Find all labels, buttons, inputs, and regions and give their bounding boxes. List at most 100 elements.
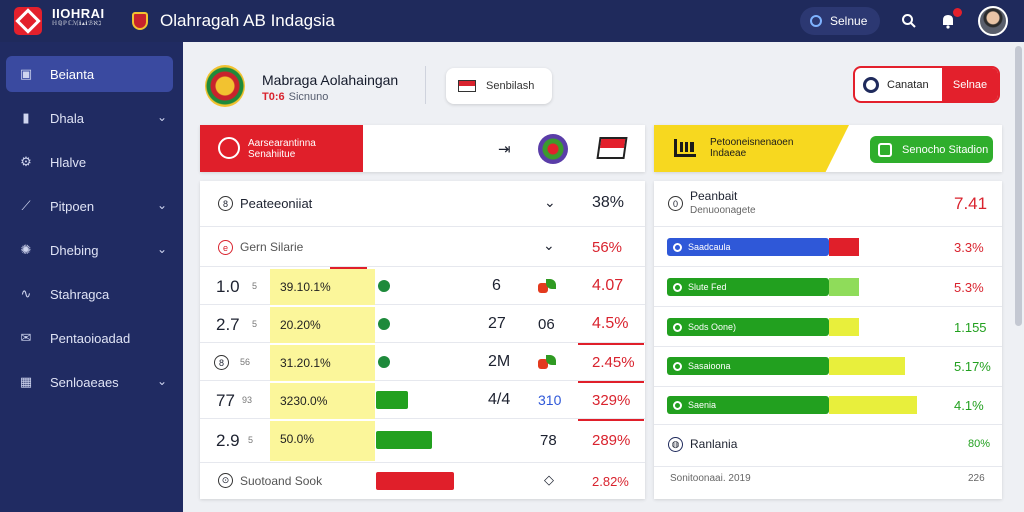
trend-icon [538, 279, 556, 293]
trend-icon [538, 355, 556, 369]
banner-left[interactable]: Aarsearantinna Senahiitue ⇥ [200, 125, 645, 172]
logo-icon[interactable] [14, 7, 42, 35]
selnae-button[interactable]: Selnae [942, 68, 998, 101]
row-sub: 56 [240, 357, 251, 367]
banner-right[interactable]: Petooneisnenaoen Indaeae [654, 125, 1002, 172]
progress-pill: Saadcaula [667, 238, 829, 256]
canatan-label: Canatan [887, 78, 929, 91]
sidebar-item-hlalve[interactable]: ⚙ Hlalve [6, 144, 173, 180]
sembilash-button[interactable]: Senbilash [446, 68, 552, 104]
table-title: Peanbait [690, 189, 738, 203]
progress-bar-red [376, 472, 454, 490]
row-value: 4.1% [954, 398, 984, 413]
row-sub: 93 [242, 395, 253, 405]
sidebar-item-label: Senloaeaes [50, 374, 119, 390]
sidebar-item-label: Pentaoioadad [50, 330, 131, 346]
club-subtitle: T0:6 Sicnuno [262, 91, 328, 103]
sembilash-label: Senbilash [486, 80, 535, 92]
ranking-row[interactable]: ◍ Ranlania 80% [654, 425, 1002, 467]
table-row[interactable]: Saenia 4.1% [654, 387, 1002, 425]
table-row[interactable]: Slute Fed 5.3% [654, 267, 1002, 307]
info-icon: 8 [218, 196, 233, 211]
sidebar-item-dhebing[interactable]: ✺ Dhebing ⌄ [6, 232, 173, 268]
row-score: 2.9 [216, 431, 240, 450]
notification-icon[interactable] [938, 11, 958, 31]
table-row[interactable]: 77 93 3230.0% 4/4 310 329% [200, 381, 645, 419]
chevron-down-icon[interactable]: ⌄ [544, 194, 556, 210]
team-logo-icon [538, 134, 568, 164]
search-label: Selnue [830, 14, 868, 28]
row-sub: 5 [248, 435, 254, 445]
chevron-down-icon: ⌄ [156, 374, 167, 388]
sidebar: ▣ Beianta ▮ Dhala ⌄ ⚙ Hlalve ⟋ Pitpoen ⌄… [0, 42, 183, 512]
scrollbar[interactable] [1015, 46, 1022, 326]
row-percent: 3230.0% [280, 394, 328, 408]
user-avatar[interactable] [978, 6, 1008, 36]
row-percent-box: 3230.0% [270, 383, 375, 419]
row-value: 329% [592, 392, 631, 409]
clock-icon: ⊙ [218, 473, 233, 488]
progress-bar [376, 431, 432, 449]
table-row[interactable]: Saadcaula 3.3% [654, 227, 1002, 267]
table-header-value: 7.41 [954, 194, 988, 213]
arrow-right-icon[interactable]: ⇥ [498, 141, 511, 158]
globe-icon: ◍ [668, 437, 683, 452]
row-percent: 50.0% [280, 432, 315, 446]
chevron-down-icon: ⌄ [156, 198, 167, 212]
canatan-button[interactable]: Canatan [855, 68, 942, 101]
table-subtitle: Denuoonagete [690, 205, 756, 216]
magnifier-icon[interactable] [899, 11, 919, 31]
footer-value: 2.82% [592, 474, 629, 489]
progress-pill: Sods Oone) [667, 318, 829, 336]
circle-icon [863, 76, 879, 93]
row-marker [578, 381, 644, 383]
table-row[interactable]: 1.0 5 39.10.1% 6 4.07 [200, 267, 645, 305]
flag-icon [596, 137, 628, 159]
status-dot-icon [378, 356, 390, 368]
pill-label: Sods Oone) [688, 322, 737, 332]
sidebar-item-beianta[interactable]: ▣ Beianta [6, 56, 173, 92]
club-subtitle-text: Sicnuno [288, 91, 329, 103]
stadium-button[interactable]: Senocho Sitadion [870, 136, 993, 163]
table-row[interactable]: 2.9 5 50.0% 78 289% [200, 419, 645, 463]
dot-icon [673, 322, 682, 332]
table-row[interactable]: Sods Oone) 1.155 [654, 307, 1002, 347]
stats-table-left: 8 Peateeoniiat ⌄ 38% e Gern Silarie ⌄ 56… [200, 181, 645, 499]
stats-table-right: 0 Peanbait Denuoonagete 7.41 Saadcaula 3… [654, 181, 1002, 499]
banner-left-line1: Aarsearantinna [248, 138, 316, 149]
banner-left-line2: Senahiitue [248, 149, 296, 160]
book-icon: ▮ [22, 110, 30, 125]
progress-pill: Saenia [667, 396, 829, 414]
bar-chart-icon [674, 139, 696, 157]
search-button[interactable]: Selnue [800, 7, 880, 35]
flag-icon [458, 80, 476, 92]
app-title: Olahragah AB Indagsia [160, 11, 335, 30]
chevron-down-icon: ⌄ [156, 110, 167, 124]
table-row[interactable]: Sasaioona 5.17% [654, 347, 1002, 387]
dot-icon [673, 400, 682, 410]
progress-pill-tail [829, 396, 917, 414]
sidebar-item-pitpoen[interactable]: ⟋ Pitpoen ⌄ [6, 188, 173, 224]
row-value: 3.3% [954, 240, 984, 255]
sidebar-item-pentaoioadad[interactable]: ✉ Pentaoioadad [6, 320, 173, 356]
sidebar-item-label: Hlalve [50, 154, 87, 170]
chevron-down-icon[interactable]: ⌄ [543, 237, 555, 253]
ranking-value: 80% [968, 438, 991, 450]
footer-value: 226 [968, 473, 985, 484]
logo-text[interactable]: IIOHRAI ℍℚℙℂℳℹ▴ℹℬℵℷ [52, 7, 105, 28]
table-row[interactable]: 8 56 31.20.1% 2M 2.45% [200, 343, 645, 381]
row-score: 8 [214, 355, 229, 370]
sidebar-item-dhala[interactable]: ▮ Dhala ⌄ [6, 100, 173, 136]
sidebar-item-stahragca[interactable]: ∿ Stahragca [6, 276, 173, 312]
sidebar-item-label: Dhebing [50, 242, 99, 258]
table-footer-row: Sonitoonaai. 2019 226 [654, 467, 1002, 499]
row-mid: 4/4 [488, 391, 511, 408]
row-value: 5.3% [954, 280, 984, 295]
row-mid2: 06 [538, 316, 555, 333]
row-marker [330, 267, 367, 269]
club-crest-icon [132, 12, 148, 30]
sidebar-item-senloaeaes[interactable]: ▦ Senloaeaes ⌄ [6, 364, 173, 400]
table-row[interactable]: 2.7 5 20.20% 27 06 4.5% [200, 305, 645, 343]
table-sub-row: e Gern Silarie ⌄ 56% [200, 227, 645, 267]
dot-icon [673, 242, 682, 252]
